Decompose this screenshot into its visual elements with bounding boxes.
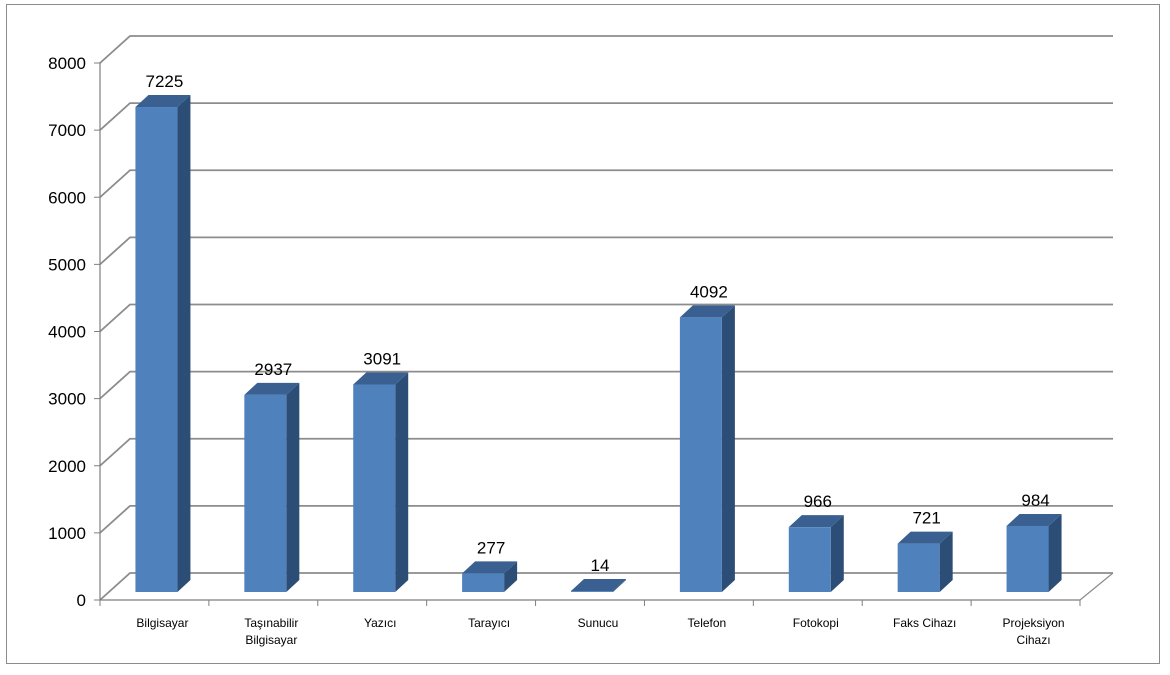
x-tick-label-line: Bilgisayar: [136, 616, 188, 630]
y-tick-label: 3000: [48, 390, 86, 409]
bar-side: [286, 382, 300, 592]
gridline: [99, 303, 1113, 333]
y-tick-label: 4000: [48, 323, 86, 342]
data-label: 4092: [690, 282, 728, 301]
bar-top: [788, 515, 844, 528]
bar: [462, 561, 518, 592]
x-tick-label-line: Tarayıcı: [468, 616, 510, 630]
labels: 0 1000 2000 3000 4000 5000 6000 7000 8000 7225 Bil…: [48, 54, 1064, 647]
bar: [679, 305, 735, 592]
bar-side: [613, 579, 626, 592]
x-tick-label-line: Projeksiyon: [1003, 616, 1065, 630]
axes: [94, 62, 1114, 606]
y-tick-label: 0: [77, 591, 86, 610]
bar: [571, 579, 626, 592]
gridline: [99, 35, 1113, 64]
bar-top: [897, 531, 953, 544]
y-tick-label: 6000: [48, 188, 86, 207]
x-tick-label: Bilgisayar: [136, 616, 188, 630]
bar: [1006, 513, 1062, 592]
x-tick-label: Telefon: [688, 616, 727, 630]
bar-side: [939, 531, 953, 592]
bar-side: [721, 305, 735, 592]
bar-front: [353, 384, 396, 592]
data-label: 2937: [254, 360, 292, 379]
data-label: 14: [591, 556, 610, 575]
bars: [135, 95, 1062, 592]
x-tick-label: Fotokopi: [793, 616, 839, 630]
x-tick-label-line: Sunucu: [578, 616, 619, 630]
bar-front: [1006, 525, 1049, 592]
y-tick-label: 2000: [48, 457, 86, 476]
bar-front: [788, 527, 831, 592]
x-tick-label-line: Faks Cihazı: [893, 616, 956, 630]
x-tick-label: Yazıcı: [364, 616, 396, 630]
bar-top: [135, 95, 191, 108]
data-label: 984: [1021, 491, 1049, 510]
x-tick-label-line: Bilgisayar: [245, 633, 297, 647]
bar-front: [244, 394, 287, 592]
x-tick-label: Faks Cihazı: [893, 616, 956, 630]
x-tick-label: Tarayıcı: [468, 616, 510, 630]
bar-top: [462, 561, 518, 574]
bar: [135, 95, 191, 592]
floor-edge: [1079, 572, 1114, 601]
data-label: 3091: [363, 350, 401, 369]
x-tick-label: Sunucu: [578, 616, 619, 630]
gridline: [99, 236, 1113, 266]
gridlines: [99, 35, 1113, 601]
y-tick-label: 8000: [48, 54, 86, 73]
gridline: [99, 572, 1113, 601]
y-tick-label: 1000: [48, 524, 86, 543]
x-tick-label: Taşınabilir Bilgisayar: [244, 616, 298, 647]
bar: [788, 515, 844, 592]
gridline: [99, 370, 1113, 400]
x-tick-label: Projeksiyon Cihazı: [1003, 616, 1065, 647]
bar: [897, 531, 953, 592]
bar-top: [1006, 513, 1062, 526]
data-label: 7225: [146, 72, 184, 91]
y-tick-label: 7000: [48, 121, 86, 140]
x-tick-label-line: Yazıcı: [364, 616, 396, 630]
gridline: [99, 102, 1113, 131]
bar-side: [1048, 513, 1062, 592]
bar-side: [504, 561, 518, 592]
bar-top: [353, 372, 409, 385]
bar-top: [571, 579, 626, 592]
gridline: [99, 437, 1113, 467]
bar-front: [897, 543, 940, 592]
bar-side: [177, 95, 191, 592]
bar-front: [462, 573, 505, 592]
data-label: 277: [477, 538, 505, 557]
bar-top: [679, 305, 735, 318]
bar: [244, 382, 300, 592]
data-label: 721: [912, 509, 940, 528]
x-tick-label-line: Telefon: [688, 616, 727, 630]
x-tick-label-line: Fotokopi: [793, 616, 839, 630]
bar: [353, 372, 409, 592]
x-tick-label-line: Cihazı: [1017, 633, 1051, 647]
bar-top: [244, 382, 300, 395]
bar-side: [830, 515, 844, 592]
bar-front: [679, 317, 722, 592]
gridline: [99, 504, 1113, 534]
bar-front: [571, 591, 613, 592]
data-label: 966: [804, 492, 832, 511]
bar-side: [395, 372, 409, 592]
gridline: [99, 169, 1113, 198]
y-tick-label: 5000: [48, 255, 86, 274]
x-tick-label-line: Taşınabilir: [244, 616, 298, 630]
bar-front: [135, 107, 178, 592]
chart-frame: [6, 4, 1160, 664]
